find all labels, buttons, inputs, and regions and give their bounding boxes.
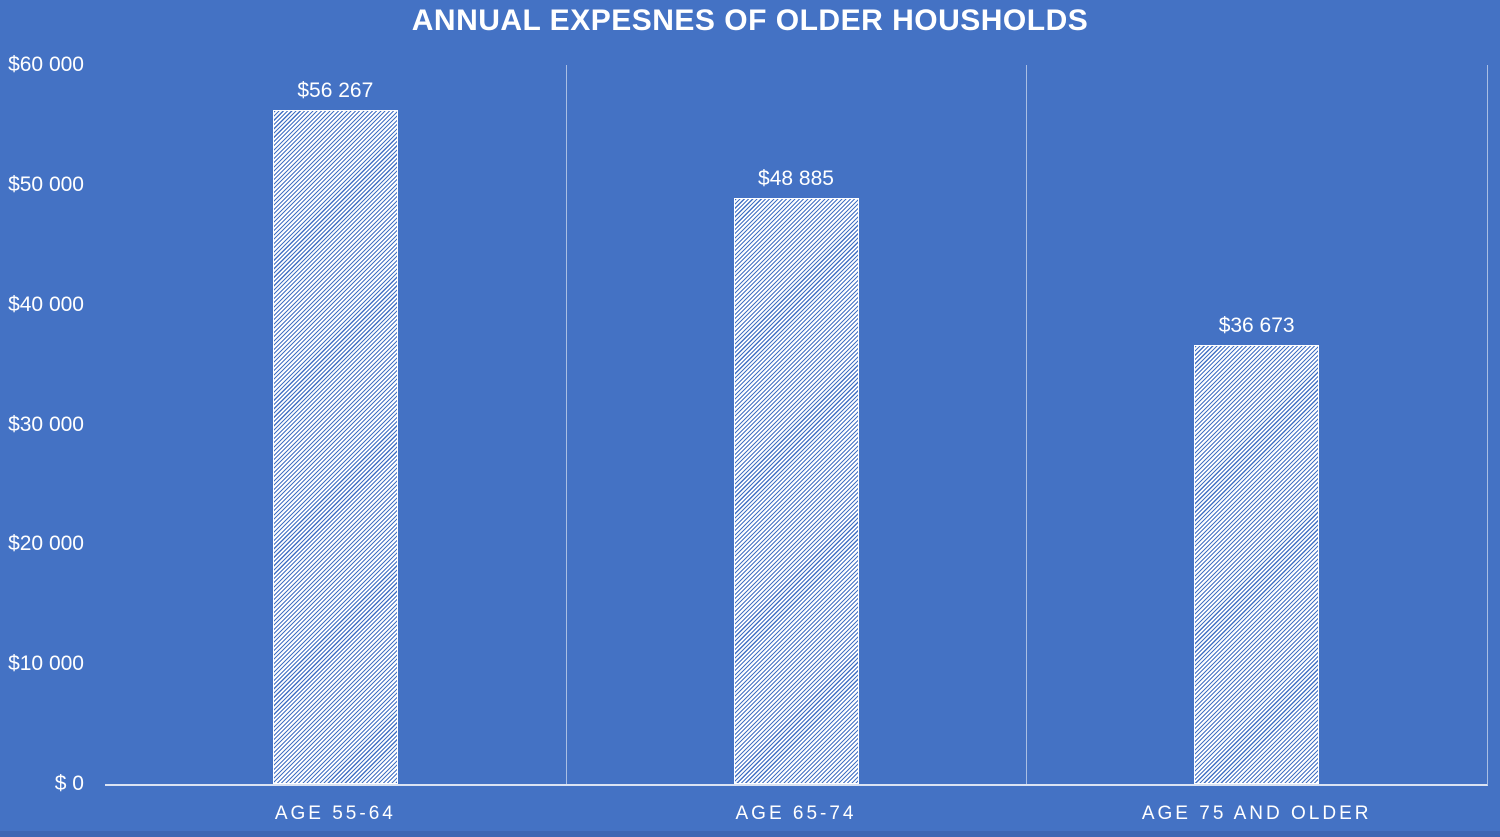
y-tick-label: $40 000 bbox=[8, 292, 84, 316]
bar-value-label: $56 267 bbox=[297, 79, 374, 102]
chart-title: ANNUAL EXPESNES OF OLDER HOUSHOLDS bbox=[411, 4, 1089, 37]
y-tick-label: $60 000 bbox=[8, 53, 84, 76]
x-category-label: AGE 75 AND OLDER bbox=[1141, 803, 1372, 824]
y-axis: $60 000 $50 000 $40 000 $30 000 $20 000 … bbox=[0, 53, 84, 795]
bar-value-label: $48 885 bbox=[758, 167, 834, 190]
bar-age-55-64 bbox=[272, 110, 398, 784]
plot-area: $56 267 $48 885 $36 673 bbox=[105, 65, 1488, 786]
x-axis: AGE 55-64 AGE 65-74 AGE 75 AND OLDER bbox=[105, 803, 1487, 825]
category-separator-line bbox=[565, 65, 567, 784]
y-tick-label: $30 000 bbox=[8, 412, 84, 436]
y-tick-label: $ 0 bbox=[54, 772, 84, 795]
y-tick-label: $10 000 bbox=[8, 652, 84, 676]
x-category-label: AGE 55-64 bbox=[274, 803, 396, 824]
y-tick-label: $20 000 bbox=[8, 532, 84, 556]
category-separator-line bbox=[1026, 65, 1028, 784]
bar-age-65-74 bbox=[733, 198, 859, 784]
bar-value-label: $36 673 bbox=[1218, 314, 1295, 337]
x-category-label: AGE 65-74 bbox=[735, 803, 857, 824]
bar-age-75-and-older bbox=[1194, 345, 1320, 784]
y-tick-label: $50 000 bbox=[8, 172, 84, 196]
chart-bottom-edge bbox=[0, 831, 1500, 837]
